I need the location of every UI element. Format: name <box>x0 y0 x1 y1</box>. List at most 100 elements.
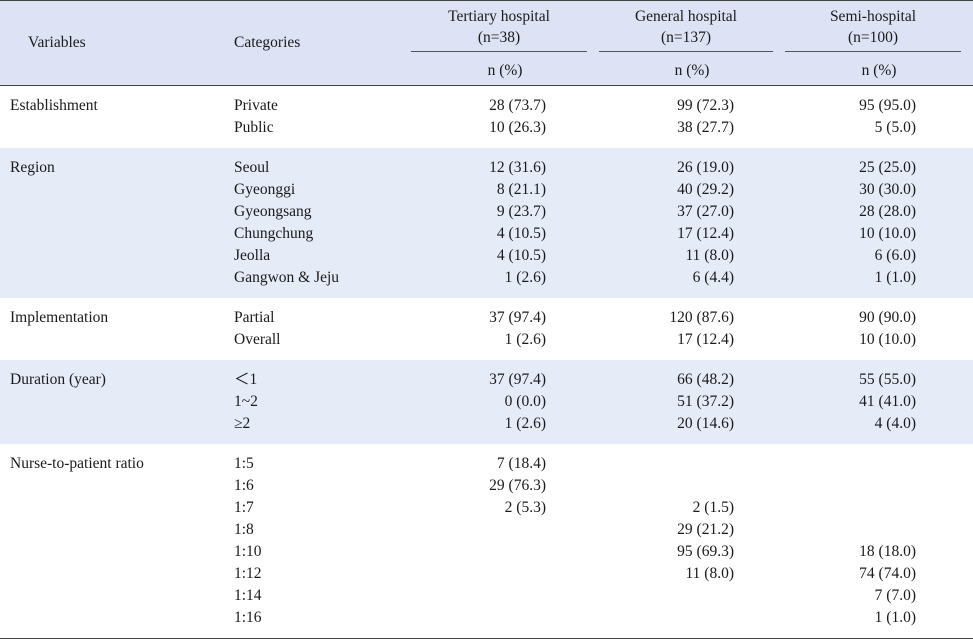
tertiary-value-cell: 0 (0.0) <box>504 393 546 410</box>
header-group-n: (n=38) <box>477 29 521 46</box>
header-group-n: (n=137) <box>660 29 712 46</box>
general-values: 120 (87.6) 17 (12.4) <box>599 298 785 360</box>
tertiary-value-cell: 1 (2.6) <box>504 331 546 348</box>
variable-label: Duration (year) <box>0 360 225 444</box>
variable-text: Nurse-to-patient ratio <box>10 455 144 472</box>
semi-value-cell: 6 (6.0) <box>874 247 916 264</box>
tertiary-value-cell: 1 (2.6) <box>504 415 546 432</box>
semi-value-cell <box>785 519 973 541</box>
header-group-n: (n=100) <box>847 29 899 46</box>
tertiary-value-cell: 29 (76.3) <box>489 477 546 494</box>
category-label: 1:6 <box>234 477 254 494</box>
tertiary-value-cell <box>411 585 599 607</box>
header-group-general: General hospital (n=137) <box>599 1 785 58</box>
category-label: 1:10 <box>234 543 262 560</box>
category-label: 1:16 <box>234 609 262 626</box>
general-value-cell: 38 (27.7) <box>677 119 734 136</box>
tertiary-value-cell <box>411 519 599 541</box>
variable-label: Implementation <box>0 298 225 360</box>
semi-value-cell <box>785 475 973 497</box>
tertiary-value-cell: 2 (5.3) <box>504 499 546 516</box>
category-list: Partial Overall <box>225 298 411 360</box>
tertiary-value-cell: 12 (31.6) <box>489 159 546 176</box>
semi-values: 95 (95.0) 5 (5.0) <box>785 86 973 149</box>
semi-values: 25 (25.0) 30 (30.0) 28 (28.0) 10 (10.0) 6 (6… <box>785 148 973 298</box>
semi-value-cell <box>785 453 973 475</box>
variable-label: Region <box>0 148 225 298</box>
general-values: 66 (48.2) 51 (37.2) 20 (14.6) <box>599 360 785 444</box>
table-row: Region Seoul Gyeonggi Gyeongsang Chungchung J… <box>0 148 973 298</box>
category-label: Gyeonggi <box>234 181 296 198</box>
semi-values: 18 (18.0) 74 (74.0) 7 (7.0) 1 (1.0) <box>785 444 973 639</box>
semi-value-cell: 5 (5.0) <box>874 119 916 136</box>
semi-value-cell: 90 (90.0) <box>859 309 916 326</box>
category-list: Private Public <box>225 86 411 149</box>
general-value-cell: 20 (14.6) <box>677 415 734 432</box>
semi-value-cell: 55 (55.0) <box>859 371 916 388</box>
general-value-cell <box>599 475 785 497</box>
variable-text: Region <box>10 159 55 176</box>
tertiary-value-cell: 7 (18.4) <box>496 455 546 472</box>
general-value-cell: 37 (27.0) <box>677 203 734 220</box>
category-label: 1:8 <box>234 521 254 538</box>
category-label: 1:14 <box>234 587 262 604</box>
tertiary-value-cell: 37 (97.4) <box>489 371 546 388</box>
semi-value-cell <box>785 497 973 519</box>
table-row: Implementation Partial Overall 37 (97.4) 1 (… <box>0 298 973 360</box>
tertiary-value-cell <box>411 607 599 629</box>
subheader-n-percent: n (%) <box>861 62 897 79</box>
header-group-tertiary: Tertiary hospital (n=38) <box>411 1 599 58</box>
general-value-cell: 17 (12.4) <box>677 331 734 348</box>
general-value-cell: 29 (21.2) <box>677 521 734 538</box>
general-value-cell: 120 (87.6) <box>669 309 734 326</box>
general-value-cell: 2 (1.5) <box>692 499 734 516</box>
header-group-name: General hospital <box>634 8 737 25</box>
semi-value-cell: 1 (1.0) <box>874 609 916 626</box>
tertiary-values: 37 (97.4) 1 (2.6) <box>411 298 599 360</box>
subheader-n-percent: n (%) <box>487 62 523 79</box>
category-label: Seoul <box>234 159 270 176</box>
tertiary-value-cell: 4 (10.5) <box>496 225 546 242</box>
category-label: Private <box>234 97 278 114</box>
general-value-cell: 6 (4.4) <box>692 269 734 286</box>
tertiary-values: 7 (18.4) 29 (76.3) 2 (5.3) <box>411 444 599 639</box>
variable-text: Duration (year) <box>10 371 106 388</box>
semi-value-cell: 41 (41.0) <box>859 393 916 410</box>
tertiary-values: 28 (73.7) 10 (26.3) <box>411 86 599 149</box>
semi-value-cell: 7 (7.0) <box>874 587 916 604</box>
category-list: 1:5 1:6 1:7 1:8 1:10 1:12 1:14 1:16 <box>225 444 411 639</box>
variable-label: Establishment <box>0 86 225 149</box>
tertiary-value-cell: 10 (26.3) <box>489 119 546 136</box>
category-label: Overall <box>234 331 281 348</box>
tertiary-value-cell <box>411 563 599 585</box>
semi-value-cell: 4 (4.0) <box>874 415 916 432</box>
tertiary-value-cell <box>411 541 599 563</box>
category-list: ＜1 1~2 ≥2 <box>225 360 411 444</box>
semi-values: 55 (55.0) 41 (41.0) 4 (4.0) <box>785 360 973 444</box>
header-group-semi: Semi-hospital (n=100) <box>785 1 973 58</box>
category-label: 1:5 <box>234 455 254 472</box>
general-value-cell: 11 (8.0) <box>685 247 735 264</box>
general-value-cell: 17 (12.4) <box>677 225 734 242</box>
tertiary-value-cell: 1 (2.6) <box>504 269 546 286</box>
header-categories: Categories <box>234 34 301 51</box>
header-variables: Variables <box>28 34 86 51</box>
category-label: Public <box>234 119 274 136</box>
general-value-cell: 66 (48.2) <box>677 371 734 388</box>
general-values: 99 (72.3) 38 (27.7) <box>599 86 785 149</box>
tertiary-value-cell: 4 (10.5) <box>496 247 546 264</box>
category-label: Chungchung <box>234 225 314 242</box>
tertiary-values: 12 (31.6) 8 (21.1) 9 (23.7) 4 (10.5) 4 (10.5… <box>411 148 599 298</box>
general-value-cell: 11 (8.0) <box>685 565 735 582</box>
semi-value-cell: 28 (28.0) <box>859 203 916 220</box>
general-value-cell: 99 (72.3) <box>677 97 734 114</box>
tertiary-values: 37 (97.4) 0 (0.0) 1 (2.6) <box>411 360 599 444</box>
general-value-cell: 40 (29.2) <box>677 181 734 198</box>
variable-text: Establishment <box>10 97 98 114</box>
header-group-name: Semi-hospital <box>829 8 917 25</box>
table-row: Establishment Private Public 28 (73.7) 10 (2… <box>0 86 973 149</box>
table-row: Duration (year) ＜1 1~2 ≥2 37 (97.4) 0 (0.0) 1 … <box>0 360 973 444</box>
category-label: ＜1 <box>234 371 258 388</box>
tertiary-value-cell: 37 (97.4) <box>489 309 546 326</box>
